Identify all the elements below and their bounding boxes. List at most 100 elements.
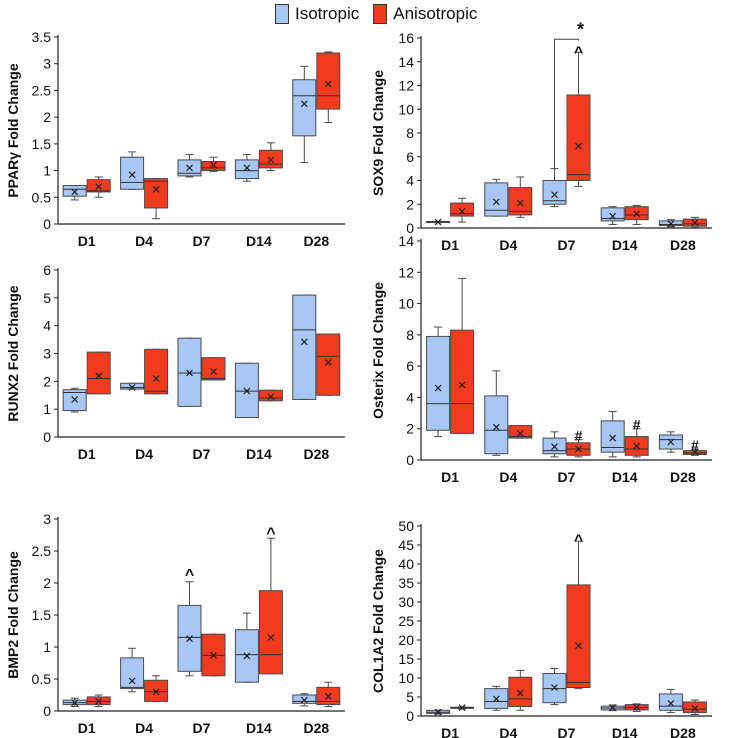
box-anisotropic-d4 [508,176,533,218]
mean-marker [300,100,308,108]
box-anisotropic-d7 [566,540,591,690]
mean-marker [71,188,79,196]
box-anisotropic-d7 [201,633,226,677]
y-tick-label: 12 [398,78,414,94]
box-isotropic-d1 [426,708,451,716]
y-tick-label: 0.5 [32,671,52,687]
box-iqr [120,382,145,390]
y-axis-label: RUNX2 Fold Change [5,285,21,421]
box-iqr [426,335,451,431]
y-tick-label: 2 [43,373,51,389]
x-tick-label-d4: D4 [499,237,517,253]
y-tick-label: 5 [406,689,414,705]
box-isotropic-d7 [542,668,567,706]
x-tick-label-d4: D4 [499,725,517,738]
mean-marker [267,633,275,641]
caret-annotation: ^ [185,567,194,584]
box-isotropic-d14 [234,154,259,182]
box-anisotropic-d14 [624,428,649,458]
y-tick-label: 6 [406,358,414,374]
x-tick-label-d14: D14 [246,446,272,462]
mean-marker [492,198,500,206]
legend-swatch-isotropic [275,4,289,24]
box-iqr [658,693,683,711]
mean-marker [186,369,193,377]
mean-marker [492,695,500,703]
x-tick-label-d7: D7 [558,237,576,253]
box-iqr [292,694,317,704]
box-iqr [566,584,591,689]
mean-marker [633,703,641,711]
mean-marker [300,696,308,704]
box-isotropic-d14 [600,206,625,225]
mean-marker [609,212,617,220]
y-tick-label: 16 [398,30,414,46]
box-isotropic-d14 [600,411,625,458]
mean-marker [609,434,617,442]
box-anisotropic-d1 [450,278,475,434]
box-anisotropic-d28 [682,216,707,228]
caret-annotation: ^ [266,526,275,543]
mean-marker [551,443,558,451]
box-iqr [450,202,475,217]
legend-label-isotropic: Isotropic [295,4,360,23]
x-tick-label-d4: D4 [135,720,153,736]
box-iqr [120,156,145,190]
y-tick-label: 0 [43,703,51,719]
x-tick-label-d4: D4 [135,233,153,249]
x-tick-label-d28: D28 [670,469,696,485]
mean-marker [71,699,79,707]
mean-marker [492,423,500,431]
mean-marker [458,381,466,389]
y-tick-label: 12 [398,264,414,280]
y-tick-label: 2.5 [32,82,52,98]
box-anisotropic-d28 [682,699,707,715]
panel-ppar: 0 0.5 1 1.5 2 2.5 3 3.5 PPARγ Fold Change D1 D4 D7 D… [5,29,345,249]
mean-marker [324,358,332,366]
mean-marker [633,210,641,218]
box-anisotropic-d7 [201,156,226,173]
box-anisotropic-d14 [624,703,649,712]
y-tick-label: 2 [43,109,51,125]
mean-marker [186,164,193,172]
caret-annotation: ^ [574,533,583,550]
y-tick-label: 4 [406,389,414,405]
box-isotropic-d1 [62,697,87,708]
box-anisotropic-d28 [682,448,707,456]
box-isotropic-d28 [292,65,317,164]
box-isotropic-d14 [600,704,625,712]
box-iqr [600,207,625,222]
mean-marker [152,688,160,696]
box-iqr [62,185,87,197]
box-anisotropic-d1 [86,176,111,198]
mean-marker [243,652,251,660]
box-anisotropic-d4 [144,348,169,395]
mean-marker [152,185,160,193]
x-tick-label-d14: D14 [612,469,638,485]
x-tick-label-d7: D7 [558,725,576,738]
box-isotropic-d4 [484,685,509,711]
box-isotropic-d14 [234,612,259,683]
mean-marker [324,692,332,700]
mean-marker [267,393,275,401]
y-tick-label: 0 [43,216,51,232]
x-tick-label-d1: D1 [78,720,96,736]
mean-marker [210,651,217,659]
box-anisotropic-d7 [566,439,591,458]
panel-sox9: 0 2 4 6 8 10 12 14 16 SOX9 Fold Change D1 D4 D7 D14 D2… [370,19,712,253]
y-tick-label: 0 [43,429,51,445]
significance-star: * [577,19,584,39]
box-anisotropic-d14 [258,142,283,172]
mean-marker [667,220,675,228]
legend-item-isotropic: Isotropic [275,4,359,24]
y-tick-label: 10 [398,101,414,117]
y-tick-label: 30 [398,594,414,610]
x-tick-label-d7: D7 [193,720,211,736]
y-tick-label: 4 [406,173,414,189]
x-tick-label-d28: D28 [303,233,329,249]
y-axis-label: PPARγ Fold Change [5,63,21,198]
box-isotropic-d7 [177,581,202,677]
y-tick-label: 1.5 [32,136,52,152]
box-anisotropic-d4 [144,178,169,220]
